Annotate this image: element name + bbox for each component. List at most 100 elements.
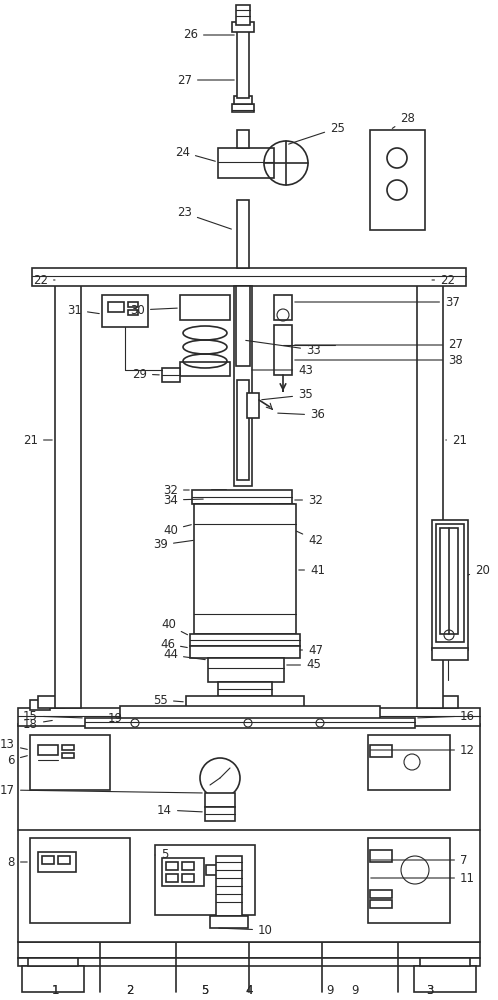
Bar [236,5,250,25]
Text: 22: 22 [432,273,455,286]
Bar [436,524,464,642]
Bar [18,708,480,726]
Bar [190,646,300,658]
Bar [432,520,468,650]
Bar [232,104,254,112]
Bar [370,745,392,757]
Text: 1: 1 [51,984,59,996]
Bar [62,745,74,750]
Bar [218,148,274,178]
Bar [234,286,252,486]
Text: 10: 10 [219,924,273,936]
Bar [166,862,178,870]
Bar [162,858,204,886]
Text: 35: 35 [262,388,313,401]
Bar [220,504,230,634]
Text: 32: 32 [295,493,323,506]
Text: 2: 2 [126,984,134,996]
Bar [58,856,70,864]
Bar [62,753,74,758]
Bar [232,22,254,32]
Bar [18,724,480,942]
Bar [234,96,252,104]
Bar [218,682,272,696]
Bar [38,852,76,872]
Text: 23: 23 [177,207,232,229]
Text: 4: 4 [245,984,253,996]
Bar [370,890,392,898]
Text: 14: 14 [157,804,202,816]
Bar [260,504,270,634]
Bar [180,362,230,376]
Text: 18: 18 [23,718,52,730]
Bar [368,838,450,923]
Text: 6: 6 [7,754,27,766]
Text: 34: 34 [163,493,203,506]
Bar [432,648,468,660]
Text: 20: 20 [468,564,490,576]
Text: 44: 44 [163,648,205,662]
Bar [247,393,259,418]
Bar [208,658,284,682]
Bar [85,718,415,728]
Bar [274,325,292,375]
Bar [432,696,458,708]
Text: 27: 27 [177,74,234,87]
Bar [38,696,64,708]
Bar [370,130,425,230]
Bar [368,735,450,790]
Text: 45: 45 [287,658,321,672]
Bar [42,856,54,864]
Bar [237,130,249,148]
Text: 29: 29 [132,367,159,380]
Bar [55,280,81,708]
Text: 3: 3 [426,984,434,996]
Bar [120,706,380,720]
Text: 30: 30 [130,304,177,316]
Text: 4: 4 [245,984,253,996]
Text: 15: 15 [23,710,82,722]
Bar [128,302,138,307]
Bar [18,942,480,958]
Bar [210,505,228,511]
Bar [236,286,250,366]
Bar [162,368,180,382]
Text: 5: 5 [201,984,209,996]
Text: 16: 16 [418,710,475,722]
Bar [206,865,222,875]
Bar [210,916,248,928]
Text: 7: 7 [371,854,468,866]
Bar [182,862,194,870]
Text: 37: 37 [295,296,460,308]
Text: 32: 32 [163,484,189,496]
Text: 8: 8 [7,856,27,868]
Bar [205,807,235,821]
Bar [237,380,249,480]
Text: 9: 9 [351,984,359,996]
Bar [417,280,443,708]
Bar [38,745,58,755]
Bar [128,310,138,315]
Text: 41: 41 [299,564,325,576]
Text: 55: 55 [153,694,183,706]
Bar [28,958,78,966]
Bar [440,528,458,634]
Text: 12: 12 [371,744,475,756]
Text: 5: 5 [155,848,168,861]
Bar [414,966,476,992]
Text: 42: 42 [296,531,323,546]
Text: 39: 39 [153,538,193,552]
Bar [192,490,292,504]
Bar [370,900,392,908]
Text: 28: 28 [392,111,415,128]
Bar [190,634,300,646]
Text: 40: 40 [163,524,191,536]
Text: 40: 40 [161,618,188,635]
Text: 27: 27 [295,338,463,352]
Bar [155,845,255,915]
Text: 2: 2 [126,984,134,996]
Text: 38: 38 [295,354,463,366]
Bar [194,504,296,634]
Text: 46: 46 [160,638,187,650]
Text: 25: 25 [289,121,345,144]
